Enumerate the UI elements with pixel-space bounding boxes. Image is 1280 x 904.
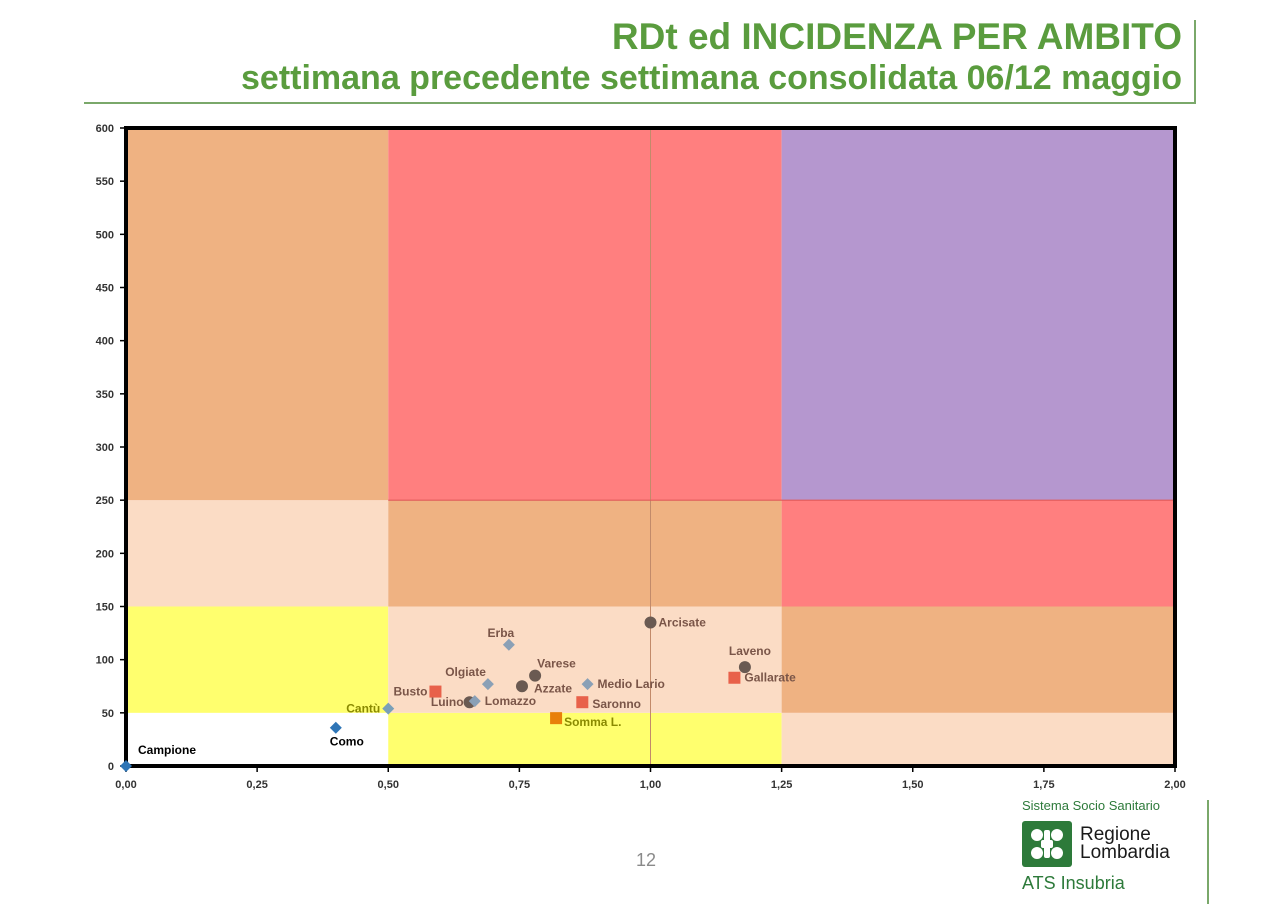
x-tick-label: 0,00 bbox=[115, 779, 136, 791]
point-label-lomazzo: Lomazzo bbox=[485, 694, 536, 708]
point-cant bbox=[382, 702, 395, 715]
title-vertical-rule bbox=[1194, 20, 1196, 104]
divider-layer bbox=[388, 128, 1175, 766]
x-tick-label: 0,50 bbox=[378, 779, 399, 791]
y-tick-label: 200 bbox=[96, 548, 114, 560]
point-label-luino: Luino bbox=[431, 695, 464, 709]
point-label-gallarate: Gallarate bbox=[744, 671, 796, 685]
y-tick-label: 150 bbox=[96, 602, 114, 614]
page-title: RDt ed INCIDENZA PER AMBITO bbox=[611, 16, 1182, 57]
y-tick-label: 100 bbox=[96, 655, 114, 667]
zone-11 bbox=[781, 128, 1175, 501]
point-label-olgiate: Olgiate bbox=[445, 665, 486, 679]
y-tick-label: 600 bbox=[96, 123, 114, 135]
y-tick-label: 400 bbox=[96, 336, 114, 348]
brand-row: Regione Lombardia bbox=[1022, 821, 1197, 867]
y-tick-label: 250 bbox=[96, 495, 114, 507]
title-block: RDt ed INCIDENZA PER AMBITO settimana pr… bbox=[241, 16, 1182, 98]
brand-system-text: Sistema Socio Sanitario bbox=[1022, 798, 1161, 813]
point-saronno bbox=[576, 696, 589, 709]
point-medio-lario bbox=[581, 678, 594, 691]
point-olgiate bbox=[481, 678, 494, 691]
brand-block: Sistema Socio Sanitario Regione Lombardi… bbox=[1022, 798, 1197, 894]
point-label-cant: Cantù bbox=[346, 702, 380, 716]
x-tick-label: 1,75 bbox=[1033, 779, 1054, 791]
zone-5 bbox=[781, 606, 1175, 713]
point-label-varese: Varese bbox=[537, 657, 576, 671]
zone-3 bbox=[126, 606, 389, 713]
point-busto bbox=[429, 685, 442, 698]
zone-10 bbox=[388, 128, 782, 501]
x-tick-label: 1,50 bbox=[902, 779, 923, 791]
zone-6 bbox=[126, 500, 389, 607]
zone-9 bbox=[126, 128, 389, 501]
point-label-somma-l: Somma L. bbox=[564, 715, 621, 729]
zone-0 bbox=[126, 712, 389, 766]
point-somma-l bbox=[550, 712, 563, 725]
point-erba bbox=[502, 638, 515, 651]
zone-7 bbox=[388, 500, 782, 607]
brand-region-line1: Regione bbox=[1080, 824, 1151, 845]
point-label-erba: Erba bbox=[488, 626, 515, 640]
brand-ats: ATS Insubria bbox=[1022, 873, 1125, 893]
point-label-laveno: Laveno bbox=[729, 644, 771, 658]
brand-region-line2: Lombardia bbox=[1080, 842, 1170, 863]
y-tick-label: 550 bbox=[96, 176, 114, 188]
y-tick-label: 350 bbox=[96, 389, 114, 401]
brand-region: Regione Lombardia bbox=[1080, 824, 1170, 863]
y-tick-label: 0 bbox=[108, 761, 114, 773]
point-label-medio-lario: Medio Lario bbox=[598, 677, 665, 691]
point-laveno bbox=[738, 661, 751, 674]
lombardia-rose-icon bbox=[1022, 821, 1072, 867]
x-tick-label: 0,25 bbox=[246, 779, 267, 791]
point-label-saronno: Saronno bbox=[592, 697, 641, 711]
point-lomazzo bbox=[468, 695, 481, 708]
y-axis: 0 50 100 150 200 250 300 350 400 450 500 550 600 bbox=[96, 123, 126, 773]
page-subtitle: settimana precedente settimana consolida… bbox=[241, 59, 1182, 97]
zone-8 bbox=[781, 500, 1175, 607]
point-campione bbox=[120, 760, 132, 772]
point-label-como: Como bbox=[330, 735, 364, 749]
y-tick-label: 500 bbox=[96, 229, 114, 241]
point-label-azzate: Azzate bbox=[534, 681, 572, 695]
point-label-arcisate: Arcisate bbox=[659, 615, 707, 629]
y-tick-label: 300 bbox=[96, 442, 114, 454]
point-como bbox=[329, 721, 342, 734]
x-tick-label: 1,25 bbox=[771, 779, 792, 791]
x-tick-label: 0,75 bbox=[509, 779, 530, 791]
point-arcisate bbox=[644, 616, 657, 629]
zone-2 bbox=[781, 712, 1175, 766]
point-gallarate bbox=[728, 671, 741, 684]
zone-4 bbox=[388, 606, 782, 713]
y-tick-label: 450 bbox=[96, 283, 114, 295]
point-label-campione: Campione bbox=[138, 743, 196, 757]
brand-divider bbox=[1207, 800, 1209, 904]
points-layer: Campione Como Cantù Busto Olgiate Luino Lomazz… bbox=[120, 615, 796, 772]
point-azzate bbox=[515, 680, 528, 693]
point-varese bbox=[529, 669, 542, 682]
x-tick-label: 2,00 bbox=[1164, 779, 1185, 791]
y-tick-label: 50 bbox=[102, 708, 114, 720]
point-label-busto: Busto bbox=[393, 685, 427, 699]
zone-1 bbox=[388, 712, 782, 766]
x-axis: 0,00 0,25 0,50 0,75 1,00 1,25 1,50 1,75 2,00 bbox=[115, 766, 1186, 791]
title-divider bbox=[84, 102, 1196, 104]
page-number: 12 bbox=[635, 850, 657, 870]
zone-layer bbox=[126, 128, 1175, 766]
x-tick-label: 1,00 bbox=[640, 779, 661, 791]
